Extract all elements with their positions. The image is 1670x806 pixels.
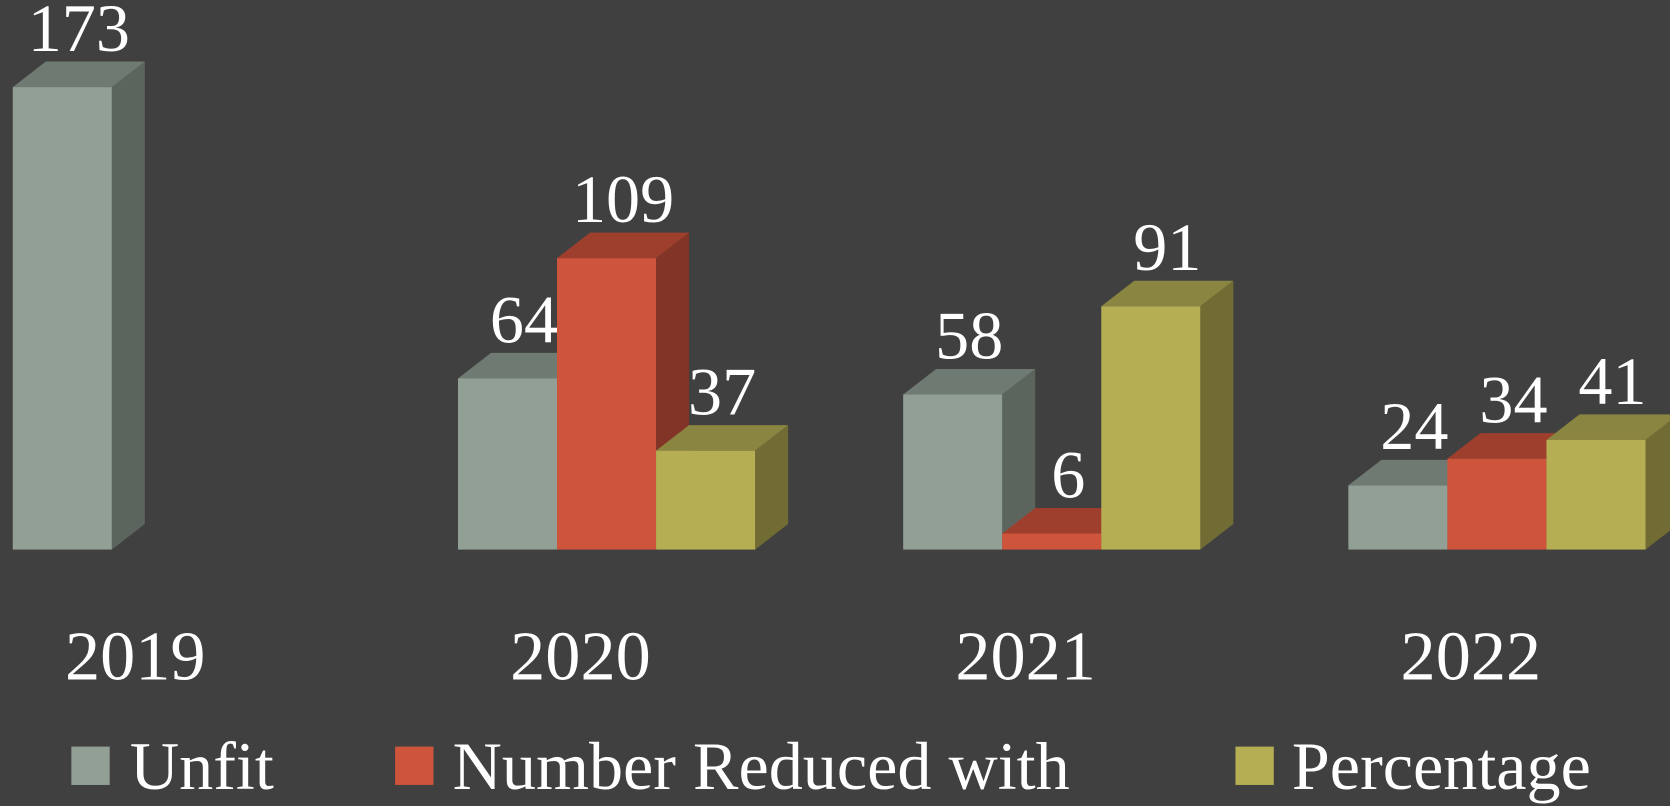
data-label: 37 <box>688 353 756 429</box>
data-label: 34 <box>1479 361 1547 437</box>
x-tick-label: 2020 <box>510 618 651 696</box>
bar-front <box>1101 306 1201 550</box>
data-label: 173 <box>28 0 130 66</box>
bar-side <box>111 61 145 550</box>
bar <box>903 368 1036 550</box>
legend-label: Number Reduced with <box>453 728 1070 804</box>
data-label: 58 <box>935 297 1003 373</box>
legend-label: Percentage <box>1292 728 1591 804</box>
bar-front <box>1546 439 1646 550</box>
legend-swatch <box>395 746 434 785</box>
bar <box>1546 414 1670 550</box>
data-label: 91 <box>1133 209 1201 285</box>
bar-side <box>1002 368 1036 550</box>
legend-label: Unfit <box>130 728 274 804</box>
bar-side <box>755 425 789 550</box>
bar-top <box>557 232 690 259</box>
x-tick-label: 2021 <box>955 618 1096 696</box>
data-label: 109 <box>572 161 674 237</box>
bar <box>656 425 789 550</box>
x-tick-label: 2019 <box>65 618 206 696</box>
data-label: 41 <box>1578 343 1646 419</box>
bar-front <box>1002 533 1102 550</box>
data-label: 24 <box>1380 388 1448 464</box>
bar-top <box>1546 414 1670 440</box>
bar-front <box>557 258 657 550</box>
bar-top <box>12 61 145 88</box>
bar-front <box>656 450 756 550</box>
bar-front <box>457 378 558 550</box>
legend-swatch <box>71 746 110 785</box>
bar <box>1101 280 1234 550</box>
legend-swatch <box>1235 746 1274 785</box>
bar-side <box>1200 280 1234 550</box>
bar-top <box>1101 280 1234 307</box>
data-label: 6 <box>1051 436 1085 512</box>
bar <box>12 61 145 550</box>
x-tick-label: 2022 <box>1401 618 1542 696</box>
data-label: 64 <box>490 281 558 357</box>
bar-front <box>1348 485 1448 550</box>
bar-top <box>903 368 1036 395</box>
bar-top <box>656 425 789 451</box>
bar-front <box>1447 458 1547 550</box>
bar-front <box>903 394 1003 550</box>
bar-side <box>1645 420 1670 550</box>
bar-front <box>12 87 112 550</box>
